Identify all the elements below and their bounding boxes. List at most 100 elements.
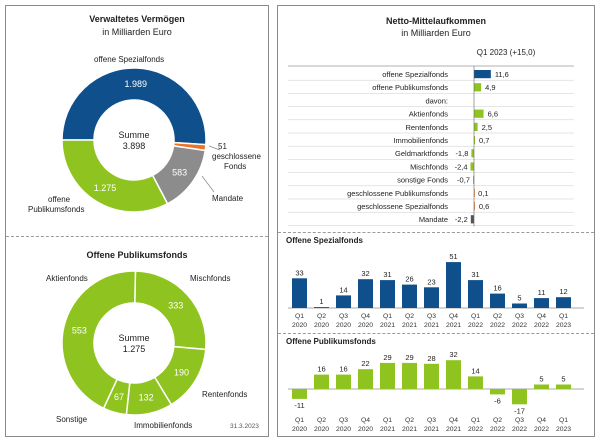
spezial-tick-year: 2020 xyxy=(292,322,307,329)
publikum-tick-quarter: Q4 xyxy=(361,417,370,424)
publikum-bar xyxy=(314,374,329,389)
spezial-value-label: 1 xyxy=(319,297,323,306)
publikum-bar xyxy=(446,360,461,389)
publikum-tick-year: 2020 xyxy=(336,426,351,433)
spezial-bar xyxy=(556,297,571,308)
flow-row-label: Immobilienfonds xyxy=(393,136,448,145)
spezial-bar xyxy=(468,280,483,308)
publikum-value-label: 14 xyxy=(471,366,479,375)
flow-bar xyxy=(474,70,491,79)
label-geschlossene-b: Fonds xyxy=(224,162,247,171)
label-offene-publikum-a: offene xyxy=(48,195,71,204)
pub-value-label: 553 xyxy=(72,325,87,335)
leader-line xyxy=(208,145,221,151)
publikum-tick-year: 2020 xyxy=(358,426,373,433)
publikum-tick-quarter: Q2 xyxy=(493,417,502,424)
spezial-value-label: 11 xyxy=(538,288,546,297)
spezial-tick-year: 2022 xyxy=(468,322,483,329)
spezial-tick-year: 2022 xyxy=(490,322,505,329)
publikum-tick-year: 2022 xyxy=(534,426,549,433)
publikum-value-label: 29 xyxy=(405,353,413,362)
label-immobilienfonds: Immobilienfonds xyxy=(134,421,193,430)
aum-value-label: 1.989 xyxy=(125,79,148,89)
publikum-tick-quarter: Q3 xyxy=(427,417,436,424)
spezial-tick-quarter: Q4 xyxy=(361,313,370,320)
flow-bar-value: 11,6 xyxy=(495,70,509,79)
right-divider-1 xyxy=(278,232,594,233)
spezial-tick-year: 2021 xyxy=(424,322,439,329)
spezial-tick-quarter: Q4 xyxy=(449,313,458,320)
flow-bar-value: 6,6 xyxy=(488,110,498,119)
spezial-bar xyxy=(512,303,527,308)
publikum-tick-year: 2021 xyxy=(380,426,395,433)
spezial-value-label: 14 xyxy=(339,285,347,294)
right-panel: Netto-Mittelaufkommen in Milliarden Euro… xyxy=(277,5,595,437)
flows-title: Netto-Mittelaufkommen xyxy=(385,16,486,26)
publikum-bar xyxy=(292,389,307,399)
publikum-tick-quarter: Q2 xyxy=(405,417,414,424)
spezial-value-label: 23 xyxy=(427,277,435,286)
flows-subtitle: in Milliarden Euro xyxy=(401,28,471,38)
label-mischfonds: Mischfonds xyxy=(190,274,231,283)
publikum-value-label: -6 xyxy=(494,396,501,405)
publikum-value-label: 32 xyxy=(449,350,457,359)
spezial-bar xyxy=(424,287,439,308)
spezial-value-label: 26 xyxy=(405,275,413,284)
spezial-tick-quarter: Q3 xyxy=(339,313,348,320)
flow-bar-value: 4,9 xyxy=(485,83,495,92)
spezial-tick-quarter: Q2 xyxy=(493,313,502,320)
flow-bar xyxy=(472,175,474,184)
spezial-bar xyxy=(336,295,351,308)
publikum-bar xyxy=(490,389,505,395)
flow-row-label: offene Publikumsfonds xyxy=(372,83,448,92)
aum-slice xyxy=(61,139,169,213)
spezial-bar xyxy=(292,278,307,308)
publikum-value-label: 22 xyxy=(361,359,369,368)
flows-bar-chart: offene Spezialfonds 11,6 offene Publikumsf… xyxy=(288,65,574,227)
left-divider xyxy=(6,236,268,237)
publikum-tick-year: 2020 xyxy=(292,426,307,433)
flow-row-label: Mandate xyxy=(419,215,448,224)
flow-bar xyxy=(471,149,474,158)
spezial-tick-year: 2022 xyxy=(534,322,549,329)
flow-bar-value: 0,1 xyxy=(478,189,488,198)
flow-bar xyxy=(474,188,475,197)
aum-center-label: Summe xyxy=(118,130,149,140)
flow-row-label: geschlossene Publikumsfonds xyxy=(347,189,448,198)
label-mandate: Mandate xyxy=(212,194,244,203)
publikum-bar xyxy=(556,384,571,389)
flow-bar-value: 0,7 xyxy=(479,136,489,145)
flow-row-label: offene Spezialfonds xyxy=(382,70,448,79)
spezial-value-label: 5 xyxy=(517,294,521,303)
pub-value-label: 190 xyxy=(174,368,189,378)
flow-bar-value: -2,4 xyxy=(455,162,468,171)
publikum-value-label: 16 xyxy=(339,365,347,374)
publikum-tick-quarter: Q4 xyxy=(449,417,458,424)
publikum-tick-quarter: Q4 xyxy=(537,417,546,424)
spezial-bar-chart: 33 Q1 2020 1 Q2 2020 14 Q3 2020 32 Q4 2020 31 Q1 2021 2… xyxy=(288,252,584,329)
publikum-tick-quarter: Q1 xyxy=(559,417,568,424)
flow-bar-value: -1,8 xyxy=(455,149,468,158)
publikum-tick-year: 2021 xyxy=(446,426,461,433)
publikum-bar xyxy=(358,369,373,389)
flow-row-label: Mischfonds xyxy=(410,162,448,171)
flow-bar xyxy=(474,202,475,211)
publikum-bar xyxy=(424,363,439,389)
flow-row-label: Geldmarktfonds xyxy=(395,149,448,158)
spezial-bar xyxy=(534,298,549,308)
label-rentenfonds: Rentenfonds xyxy=(202,390,248,399)
aum-value-label: 583 xyxy=(172,167,187,177)
left-panel: Verwaltetes Vermögen in Milliarden Euro … xyxy=(5,5,269,437)
pub-center-label: Summe xyxy=(118,333,149,343)
label-geschlossene-value: 51 xyxy=(218,142,227,151)
publikum-value-label: -11 xyxy=(294,401,304,410)
label-geschlossene-a: geschlossene xyxy=(212,152,261,161)
date-label: 31.3.2023 xyxy=(230,423,259,430)
spezial-tick-quarter: Q1 xyxy=(295,313,304,320)
flow-row-label: Aktienfonds xyxy=(409,110,448,119)
spezial-bar xyxy=(402,284,417,308)
publikum-tick-year: 2023 xyxy=(556,426,571,433)
flow-bar xyxy=(474,83,482,92)
publikum-value-label: 29 xyxy=(383,353,391,362)
